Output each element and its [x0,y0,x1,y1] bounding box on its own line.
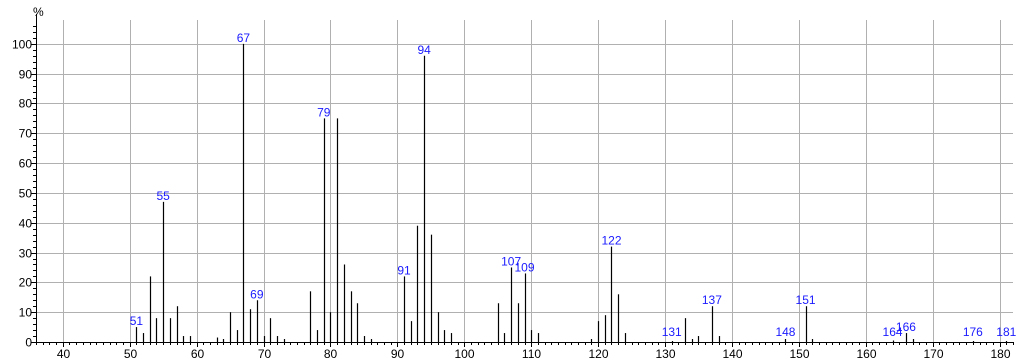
y-axis-label: % [33,5,44,19]
peak-label: 79 [317,105,331,119]
peak-label: 91 [397,263,411,277]
x-tick-label: 160 [856,347,876,361]
y-tick-label: 100 [12,38,32,52]
y-tick-label: 10 [19,306,33,320]
x-tick-label: 170 [923,347,943,361]
x-tick-label: 110 [522,347,541,361]
peak-label: 137 [702,293,722,307]
peak-label: 151 [796,293,816,307]
y-tick-label: 80 [19,97,33,111]
x-tick-label: 50 [124,347,138,361]
x-tick-label: 70 [258,347,272,361]
y-tick-label: 50 [19,187,33,201]
peak-label: 166 [896,320,916,334]
x-tick-label: 140 [722,347,742,361]
tick-labels: 40 50 60 70 80 90 100 110 120 130 140 150 160 170 180 0… [12,38,1011,362]
x-tick-label: 90 [391,347,405,361]
axes [31,14,1014,347]
peak-label: 148 [775,325,795,339]
peak-label: 107 [501,254,521,268]
y-tick-label: 30 [19,247,33,261]
y-tick-label: 70 [19,127,33,141]
x-tick-label: 150 [789,347,809,361]
peak-label: 131 [662,325,682,339]
peak-label: 55 [156,189,170,203]
x-tick-label: 130 [655,347,675,361]
peak-label: 109 [514,260,534,274]
peak-label: 122 [601,234,621,248]
peak-label: 164 [883,325,903,339]
y-tick-label: 20 [19,276,33,290]
peak-label: 176 [963,325,983,339]
x-tick-label: 80 [324,347,338,361]
y-tick-label: 0 [25,336,32,350]
x-tick-label: 180 [990,347,1010,361]
x-tick-label: 40 [57,347,71,361]
peak-label: 69 [250,287,264,301]
y-tick-label: 60 [19,157,33,171]
peak-label: 181 [996,325,1016,339]
bars [135,43,1008,342]
peak-label: 67 [237,31,251,45]
y-tick-label: 90 [19,68,33,82]
x-tick-label: 60 [191,347,205,361]
peak-label: 94 [417,43,431,57]
peak-label: 51 [130,314,144,328]
x-tick-label: 100 [454,347,474,361]
grid [36,20,1013,342]
y-tick-label: 40 [19,217,33,231]
x-tick-label: 120 [588,347,608,361]
